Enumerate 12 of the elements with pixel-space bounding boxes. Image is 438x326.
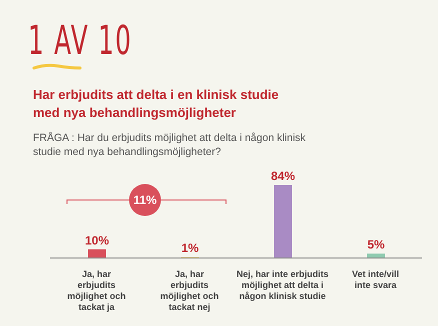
text: FRÅGA : Har du erbjudits möjlighet att delta i någon klinisk studie med nya behandlingsmöjligheter?	[33, 131, 307, 159]
x-tick-label: Vet inte/vill inte svara	[352, 269, 400, 290]
data-label: 5%	[367, 238, 385, 252]
data-label: 10%	[84, 233, 110, 248]
x-tick-label: Ja, har erbjudits möjlighet och tackat nej	[160, 269, 219, 312]
data-label: 84%	[270, 169, 296, 183]
chart-subtitle: Har erbjudits att delta i en klinisk studie med nya behandlingsmöjligheter	[33, 86, 280, 122]
data-label: 1%	[181, 241, 199, 256]
x-tick-label: Nej, har inte erbjudits möjlighet att delta i någon klinisk studie	[236, 269, 329, 301]
annotation: 11%	[129, 184, 161, 216]
x-tick-label: Ja, har erbjudits möjlighet och tackat ja	[67, 269, 126, 312]
chart-title: 1 AV 10	[28, 18, 132, 64]
